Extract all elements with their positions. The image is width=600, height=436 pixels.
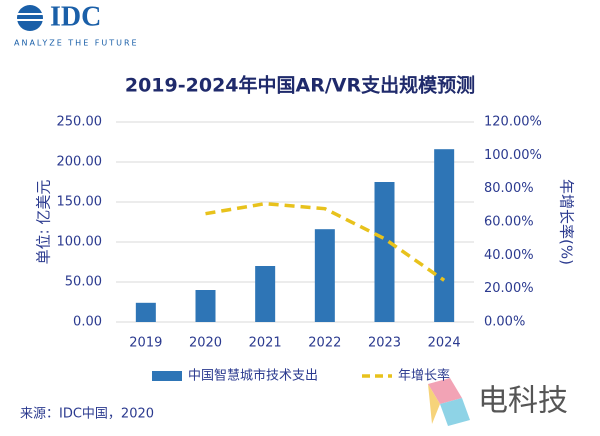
y-tick-label: 200.00 (57, 155, 103, 170)
chart-title: 2019-2024年中国AR/VR支出规模预测 (125, 74, 475, 97)
source-note: 来源：IDC中国，2020 (20, 407, 154, 422)
y-tick-label: 50.00 (65, 275, 102, 290)
bar (374, 182, 395, 322)
x-tick-label: 2019 (129, 336, 162, 351)
y2-tick-label: 100.00% (484, 148, 542, 163)
legend-swatch (152, 371, 182, 381)
bar (314, 229, 335, 322)
watermark: 电科技 (428, 378, 568, 426)
logo: IDC ANALYZE THE FUTURE (14, 1, 139, 48)
logo-tagline: ANALYZE THE FUTURE (14, 39, 139, 48)
legend-label: 年增长率 (398, 368, 450, 384)
y-axis-title: 单位: 亿美元 (35, 180, 53, 265)
y-tick-label: 150.00 (57, 195, 103, 210)
watermark-icon (428, 378, 462, 404)
logo-globe (17, 5, 43, 31)
watermark-icon (440, 398, 470, 426)
watermark-icon (428, 384, 440, 424)
legend-label: 中国智慧城市技术支出 (188, 368, 318, 384)
y2-tick-label: 20.00% (484, 281, 534, 296)
y-tick-label: 100.00 (57, 235, 103, 250)
y2-tick-label: 60.00% (484, 215, 534, 230)
y2-axis-title: 年增长率(%) (558, 179, 576, 265)
x-tick-label: 2021 (249, 336, 282, 351)
logo-name: IDC (50, 1, 101, 32)
y2-tick-label: 40.00% (484, 248, 534, 263)
y-tick-label: 0.00 (73, 315, 102, 330)
y2-tick-label: 120.00% (484, 115, 542, 130)
line-series (205, 201, 446, 282)
x-tick-label: 2024 (428, 336, 461, 351)
bar (255, 266, 276, 322)
x-tick-label: 2022 (308, 336, 341, 351)
bar (434, 149, 455, 322)
watermark-text: 电科技 (478, 384, 568, 419)
x-tick-label: 2020 (189, 336, 222, 351)
x-tick-label: 2023 (368, 336, 401, 351)
bar (195, 290, 216, 322)
y2-tick-label: 80.00% (484, 181, 534, 196)
bar (135, 302, 156, 322)
y-tick-label: 250.00 (57, 115, 103, 130)
y2-tick-label: 0.00% (484, 315, 525, 330)
